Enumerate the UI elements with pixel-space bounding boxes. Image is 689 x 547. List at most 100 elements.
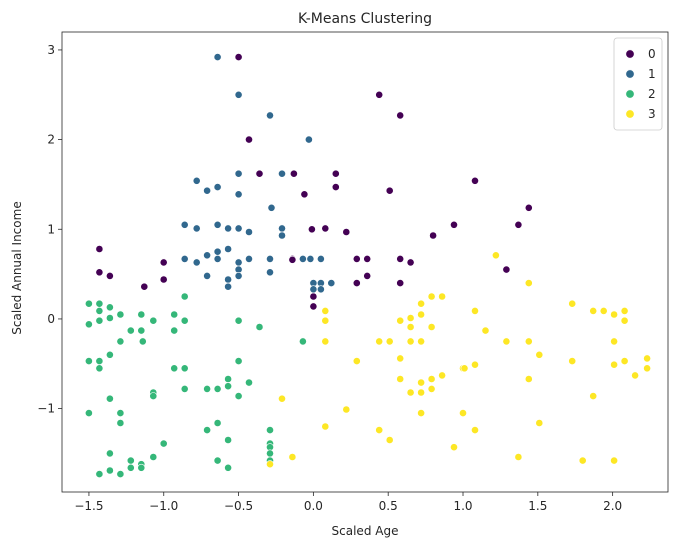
data-point bbox=[213, 53, 222, 61]
legend-marker bbox=[625, 109, 635, 119]
data-point bbox=[192, 224, 201, 233]
data-point bbox=[385, 436, 394, 444]
legend-marker bbox=[625, 69, 635, 79]
data-point bbox=[234, 392, 243, 400]
data-point bbox=[568, 299, 577, 308]
data-point bbox=[524, 279, 533, 287]
data-point bbox=[180, 364, 189, 373]
data-point bbox=[610, 337, 618, 346]
data-point bbox=[170, 326, 179, 335]
data-point bbox=[524, 203, 533, 212]
data-point bbox=[116, 337, 125, 346]
data-point bbox=[137, 310, 146, 319]
data-point bbox=[278, 224, 286, 233]
data-point bbox=[106, 394, 114, 403]
data-point bbox=[170, 364, 179, 373]
x-tick-label: 0.5 bbox=[379, 499, 398, 513]
data-point bbox=[245, 254, 253, 263]
x-tick-label: 1.5 bbox=[528, 499, 547, 513]
legend-label: 1 bbox=[648, 67, 656, 81]
data-point bbox=[321, 306, 330, 315]
data-point bbox=[159, 439, 168, 448]
series-2-points bbox=[85, 292, 307, 478]
data-point bbox=[406, 337, 415, 346]
data-point bbox=[396, 375, 405, 383]
data-point bbox=[203, 186, 211, 195]
data-point bbox=[599, 306, 608, 315]
data-point bbox=[149, 392, 158, 400]
data-point bbox=[213, 183, 222, 191]
data-point bbox=[234, 316, 243, 325]
data-point bbox=[213, 220, 222, 229]
data-point bbox=[471, 360, 479, 369]
data-point bbox=[342, 228, 351, 236]
data-point bbox=[578, 456, 587, 465]
data-point bbox=[589, 392, 598, 400]
data-point bbox=[385, 186, 394, 195]
data-point bbox=[331, 169, 340, 178]
data-point bbox=[427, 292, 436, 301]
legend: 0 1 2 3 bbox=[613, 37, 663, 131]
data-point bbox=[95, 357, 104, 365]
data-point bbox=[306, 254, 315, 263]
data-point bbox=[316, 285, 325, 294]
data-point bbox=[234, 357, 243, 365]
data-point bbox=[620, 306, 629, 315]
data-point bbox=[180, 292, 189, 301]
data-point bbox=[396, 354, 405, 363]
data-point bbox=[224, 436, 232, 444]
data-point bbox=[234, 90, 243, 99]
data-point bbox=[304, 135, 313, 144]
y-tick-label: 1 bbox=[47, 222, 55, 236]
series-3-points bbox=[266, 251, 651, 469]
data-point bbox=[255, 169, 264, 178]
data-point bbox=[138, 337, 147, 346]
data-point bbox=[307, 225, 316, 234]
data-point bbox=[85, 409, 93, 417]
data-point bbox=[309, 302, 318, 311]
y-tick-label: 0 bbox=[47, 312, 55, 326]
data-point bbox=[352, 254, 361, 263]
data-point bbox=[316, 254, 325, 263]
data-point bbox=[266, 254, 274, 263]
data-point bbox=[620, 316, 629, 325]
data-point bbox=[450, 220, 458, 229]
data-point bbox=[429, 231, 437, 240]
data-point bbox=[224, 245, 232, 253]
data-point bbox=[159, 275, 168, 284]
data-point bbox=[137, 463, 146, 472]
data-point bbox=[535, 350, 544, 359]
data-point bbox=[385, 337, 394, 346]
x-tick-label: 0.0 bbox=[304, 499, 323, 513]
data-point bbox=[406, 323, 415, 331]
data-point bbox=[224, 375, 232, 383]
data-point bbox=[180, 384, 189, 393]
data-point bbox=[234, 169, 243, 178]
data-point bbox=[192, 258, 201, 267]
data-point bbox=[85, 299, 93, 308]
data-point bbox=[363, 271, 372, 280]
data-point bbox=[126, 456, 135, 465]
points-layer bbox=[85, 53, 651, 478]
data-point bbox=[95, 245, 104, 253]
data-point bbox=[481, 326, 490, 335]
data-point bbox=[149, 316, 158, 325]
data-point bbox=[224, 224, 232, 233]
data-point bbox=[140, 282, 149, 291]
data-point bbox=[331, 183, 340, 191]
data-point bbox=[106, 449, 114, 458]
data-point bbox=[631, 371, 639, 380]
data-point bbox=[234, 258, 243, 267]
x-axis: −1.5 −1.0 −0.5 0.0 0.5 1.0 1.5 2.0 bbox=[74, 492, 622, 513]
data-point bbox=[170, 310, 179, 319]
data-point bbox=[224, 282, 232, 291]
series-0-points bbox=[95, 53, 533, 311]
data-point bbox=[406, 388, 415, 397]
data-point bbox=[106, 271, 114, 280]
data-point bbox=[266, 460, 274, 469]
x-tick-label: −0.5 bbox=[224, 499, 253, 513]
data-point bbox=[116, 409, 125, 417]
data-point bbox=[95, 470, 104, 478]
data-point bbox=[234, 224, 243, 233]
data-point bbox=[203, 271, 211, 280]
